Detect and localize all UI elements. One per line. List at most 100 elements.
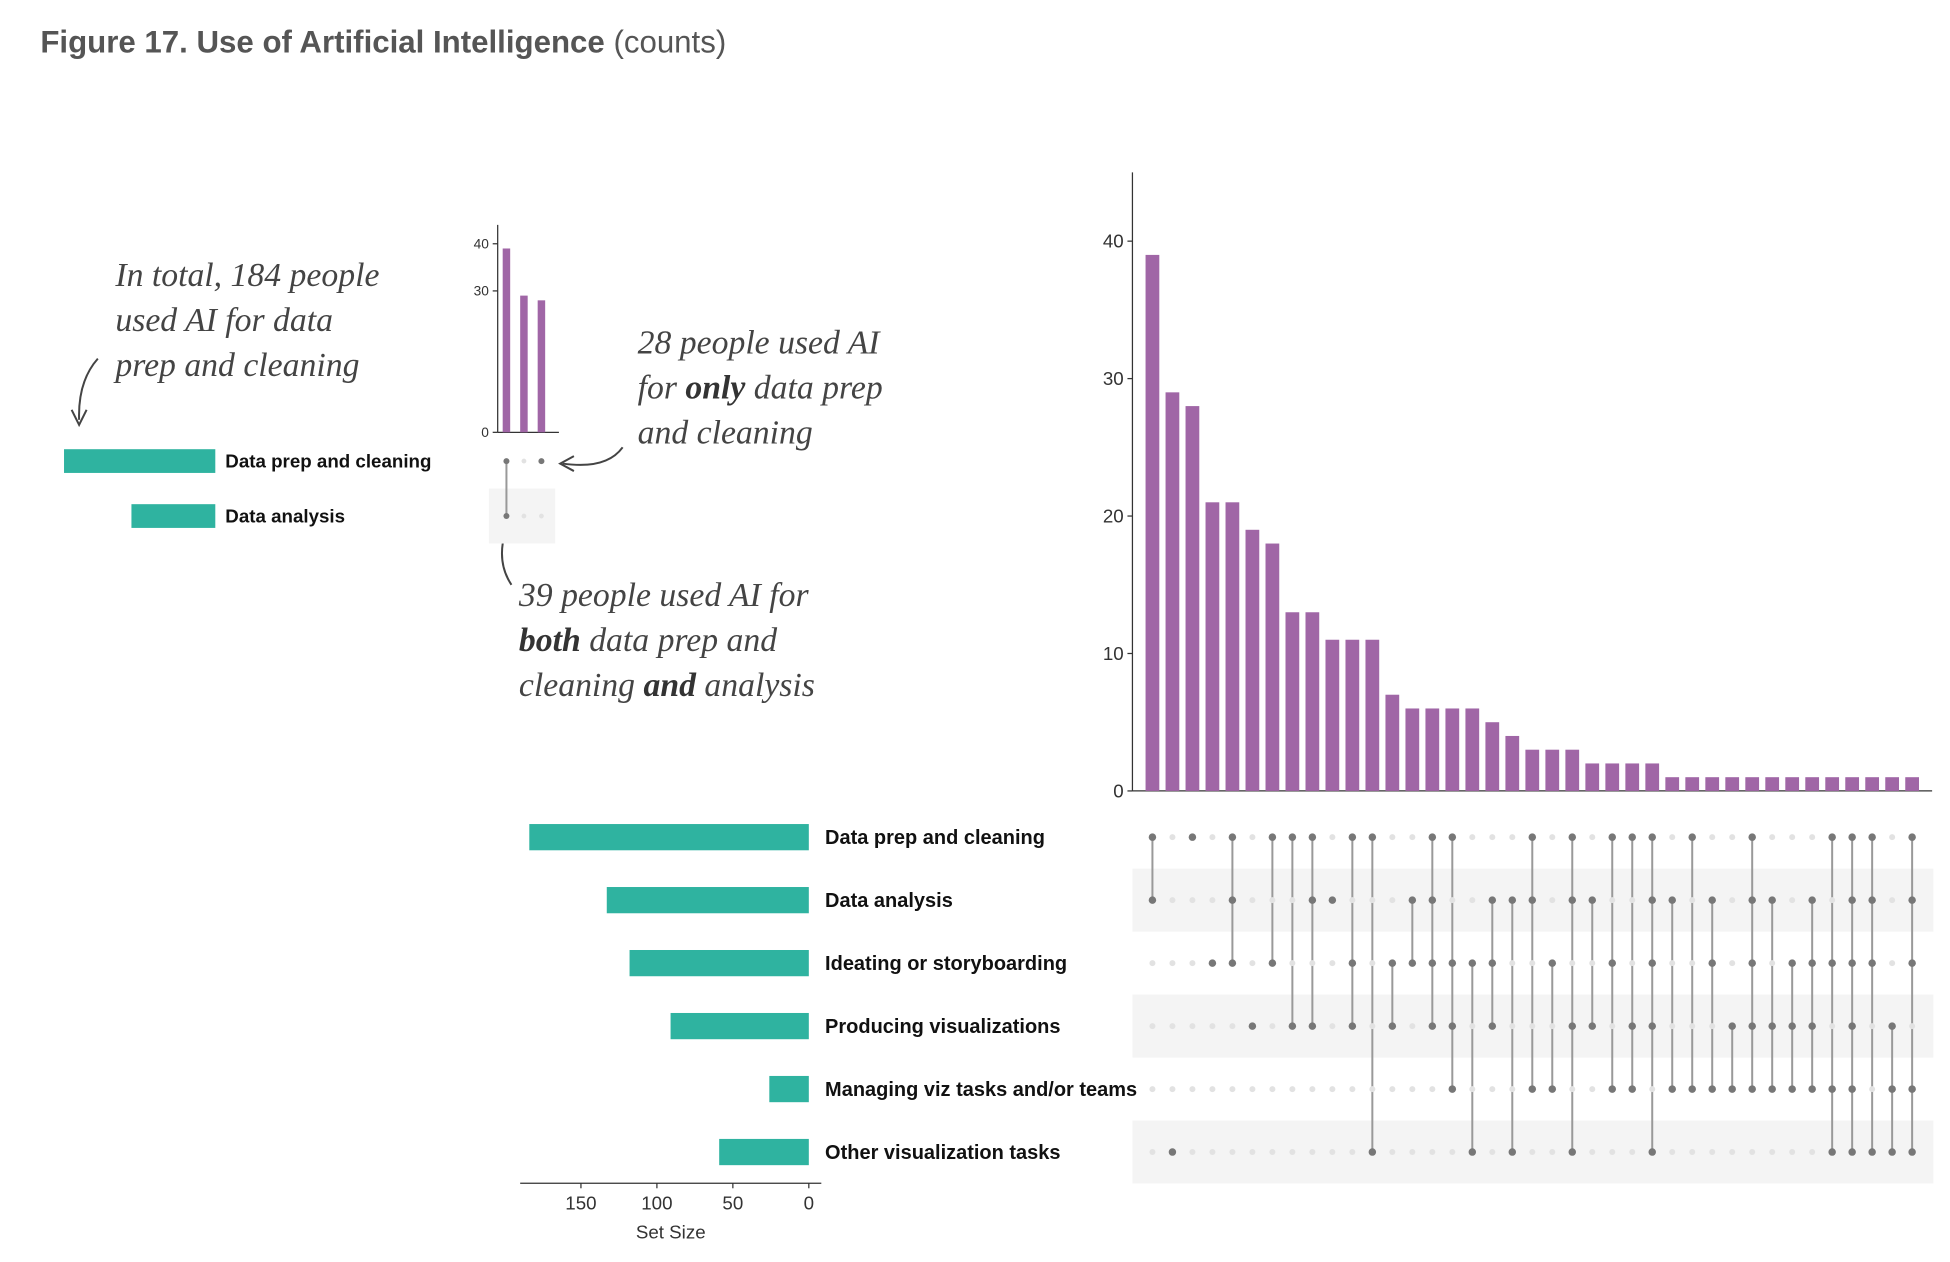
empty-dot [1729,1149,1736,1156]
empty-dot [1509,834,1516,841]
intersection-bar [1445,708,1460,791]
set-label: Ideating or storyboarding [825,953,1067,975]
empty-dot [1489,1149,1496,1156]
member-dot [1888,1085,1896,1093]
member-dot [1408,959,1417,967]
member-dot [1488,896,1497,904]
intersection-bar [1585,763,1600,791]
empty-dot [539,513,544,519]
member-dot [1768,896,1776,904]
empty-dot [1209,1086,1216,1093]
member-dot [1528,1085,1537,1093]
member-dot [1848,1085,1856,1093]
set-bar [131,504,216,528]
empty-dot [1869,1023,1876,1030]
member-dot [1908,959,1916,967]
member-dot [1748,1085,1756,1093]
set-label: Data prep and cleaning [225,451,431,472]
empty-dot [1369,1086,1376,1093]
set-bar [719,1138,809,1166]
member-dot [1868,896,1876,904]
member-dot [1608,959,1616,967]
member-dot [1568,896,1577,904]
member-dot [1688,833,1696,841]
empty-dot [1589,834,1596,841]
annotation-text: used AI for data [115,302,333,339]
annotation-text: prep and cleaning [113,347,359,384]
intersection-bar [1365,639,1380,791]
empty-dot [1649,1086,1656,1093]
empty-dot [1489,1086,1496,1093]
arrow-head [558,455,575,472]
empty-dot [1889,960,1896,967]
empty-dot [1769,1149,1776,1156]
member-dot [1868,1148,1876,1156]
empty-dot [1569,1086,1576,1093]
member-dot [1768,1022,1776,1030]
set-bar [769,1075,809,1103]
member-dot [503,458,510,465]
empty-dot [1789,1149,1796,1156]
set-label: Other visualization tasks [825,1142,1060,1164]
intersection-bar [1465,708,1480,791]
member-dot [1608,1085,1616,1093]
set-bar [670,1012,809,1040]
empty-dot [1889,897,1896,904]
member-dot [1868,959,1876,967]
empty-dot [1209,834,1216,841]
member-dot [1508,1148,1517,1156]
member-dot [1888,1022,1896,1030]
member-dot [1748,1022,1756,1030]
empty-dot [1169,1023,1176,1030]
empty-dot [1329,1086,1336,1093]
member-dot [503,513,510,520]
intersection-bar [1345,639,1360,791]
intersection-bar [1305,612,1320,791]
empty-dot [1909,1023,1916,1030]
set-label: Producing visualizations [825,1016,1060,1038]
annotation-text: 28 people used AI [638,325,882,362]
member-dot [1848,1022,1856,1030]
empty-dot [1869,1086,1876,1093]
set-label: Data analysis [825,890,953,912]
member-dot [1828,1148,1836,1156]
member-dot [1628,1085,1636,1093]
member-dot [1568,833,1577,841]
annotation-text: In total, 184 people [114,257,379,294]
intersection-bar [1145,254,1160,791]
empty-dot [1229,1086,1236,1093]
empty-dot [1769,834,1776,841]
member-dot [1348,1022,1357,1030]
member-dot [1808,1022,1816,1030]
empty-dot [1169,1086,1176,1093]
empty-dot [521,513,527,519]
member-dot [1448,959,1457,967]
member-dot [1288,833,1297,841]
empty-dot [1249,960,1256,967]
member-dot [1528,896,1537,904]
empty-dot [1469,834,1476,841]
annotation-line: for only data prep [638,370,883,407]
member-dot [1368,833,1377,841]
empty-dot [1389,1086,1396,1093]
y-tick-label: 40 [1103,231,1124,252]
member-dot [1248,1022,1257,1030]
empty-dot [1329,960,1336,967]
empty-dot [1149,960,1156,967]
arrow [562,446,624,466]
intersection-bar [1745,777,1760,791]
empty-dot [1249,1086,1256,1093]
member-dot [1308,1022,1317,1030]
member-dot [1908,1085,1916,1093]
member-dot [1588,896,1597,904]
intersection-bar [1705,777,1720,791]
empty-dot [1189,960,1196,967]
empty-dot [1289,897,1296,904]
y-tick-label: 0 [481,425,489,440]
member-dot [1448,833,1457,841]
member-dot [1648,833,1656,841]
empty-dot [1309,1086,1316,1093]
member-dot [1448,1085,1457,1093]
member-dot [1648,1022,1656,1030]
